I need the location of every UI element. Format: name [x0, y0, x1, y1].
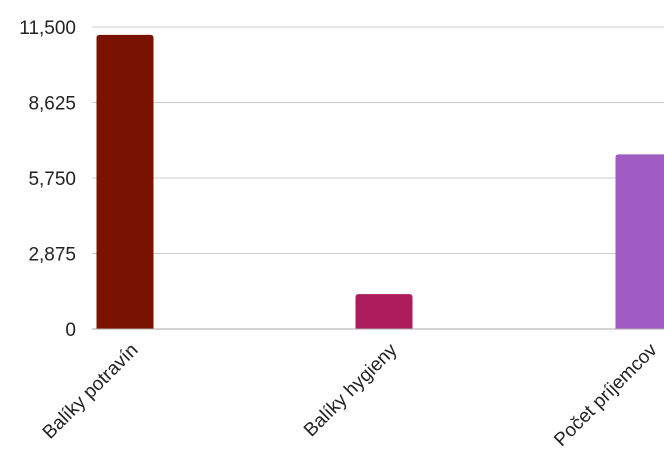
x-axis-labels: Balíky potravín Balíky hygieny Počet príje…: [39, 339, 662, 451]
y-tick-label: 2,875: [28, 245, 76, 266]
bar: [355, 294, 413, 329]
x-tick-label: Balíky potravín: [39, 340, 143, 444]
y-tick-label: 5,750: [28, 169, 76, 190]
y-tick-label: 8,625: [28, 94, 76, 115]
bar: [615, 154, 664, 329]
y-tick-label: 0: [65, 320, 76, 341]
y-axis-ticks: 0 2,875 5,750 8,625 11,500: [19, 18, 76, 341]
gridlines: [92, 26, 664, 254]
bars: [96, 34, 664, 329]
y-tick-label: 11,500: [19, 18, 76, 39]
bar: [96, 34, 154, 329]
x-tick-label: Počet príjemcov: [550, 339, 662, 451]
x-tick-label: Balíky hygieny: [300, 339, 402, 441]
